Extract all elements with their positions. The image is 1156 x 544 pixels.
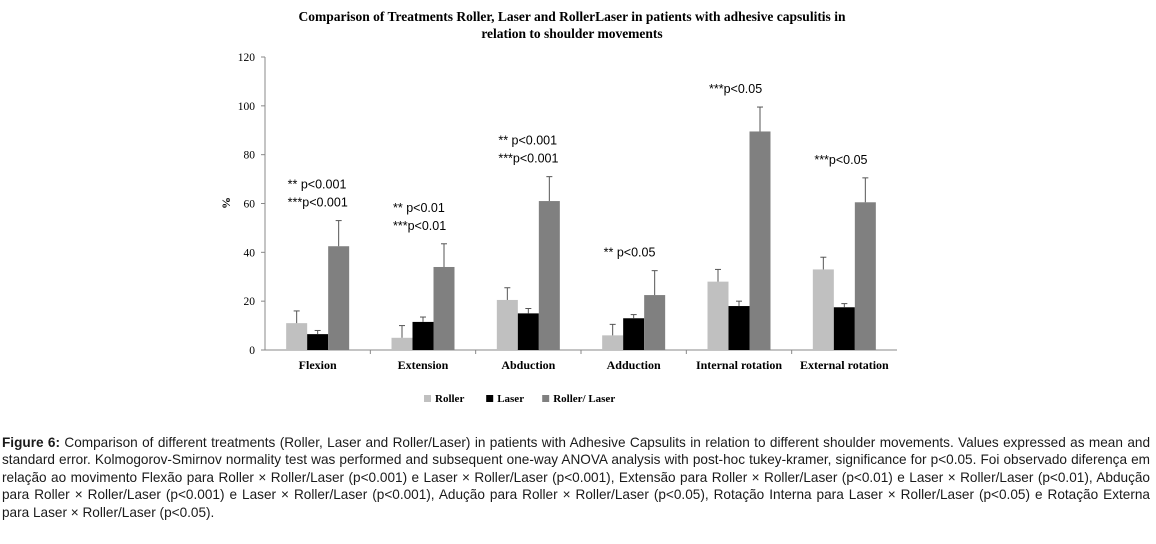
bar [854, 202, 876, 350]
bar [391, 337, 413, 350]
figure-caption: Figure 6: Comparison of different treatm… [2, 434, 1150, 521]
chart: Comparison of Treatments Roller, Laser a… [219, 9, 897, 405]
significance-annotation: ***p<0.001 [498, 152, 558, 166]
significance-annotation: ***p<0.001 [288, 196, 348, 210]
y-axis-label: % [219, 197, 233, 209]
legend-swatch [542, 395, 550, 402]
chart-title-line-2: relation to shoulder movements [481, 26, 662, 41]
legend: Roller Laser Roller/ Laser [424, 393, 615, 405]
plot-area: 0 20 40 60 80 100 120 Flexion Extension Abduction… [238, 52, 897, 372]
bar [328, 246, 350, 350]
bar [286, 323, 308, 350]
bar [812, 269, 834, 350]
x-tick-label: Adduction [607, 358, 661, 372]
legend-label: Roller/ Laser [553, 393, 615, 405]
bar [496, 299, 518, 350]
significance-annotation: ** p<0.01 [393, 201, 445, 215]
significance-annotation: ** p<0.05 [604, 246, 656, 260]
caption-label: Figure 6: [2, 435, 61, 450]
bar [538, 201, 560, 350]
bar [623, 318, 645, 350]
significance-annotation: ** p<0.001 [498, 134, 557, 148]
caption-text: Comparison of different treatments (Roll… [2, 435, 1151, 520]
y-tick-label: 60 [244, 199, 256, 211]
bar [433, 266, 455, 350]
legend-label: Roller [435, 393, 464, 405]
legend-label: Laser [497, 393, 524, 405]
significance-annotation: ***p<0.05 [709, 82, 762, 96]
chart-title-line-1: Comparison of Treatments Roller, Laser a… [299, 9, 846, 24]
legend-swatch [486, 395, 494, 402]
bar [307, 334, 329, 350]
bar [749, 131, 771, 350]
x-tick-label: Extension [398, 358, 449, 372]
y-tick-label: 80 [244, 150, 256, 162]
y-tick-label: 20 [244, 296, 256, 308]
bar [517, 313, 539, 350]
legend-swatch [424, 395, 431, 402]
bar [728, 306, 750, 350]
significance-annotation: ***p<0.01 [393, 219, 446, 233]
y-tick-label: 100 [238, 101, 256, 113]
bar [602, 335, 624, 350]
y-tick-label: 0 [249, 345, 255, 357]
x-tick-label: Internal rotation [696, 358, 782, 372]
x-tick-label: Abduction [501, 358, 555, 372]
bar [412, 321, 434, 350]
x-tick-label: External rotation [800, 358, 889, 372]
bar [707, 281, 729, 350]
significance-annotation: ***p<0.05 [814, 153, 867, 167]
significance-annotation: ** p<0.001 [288, 178, 347, 192]
x-tick-label: Flexion [299, 358, 337, 372]
y-tick-label: 120 [238, 52, 256, 64]
bar [644, 295, 666, 350]
y-tick-label: 40 [244, 247, 256, 259]
bar [833, 307, 855, 350]
